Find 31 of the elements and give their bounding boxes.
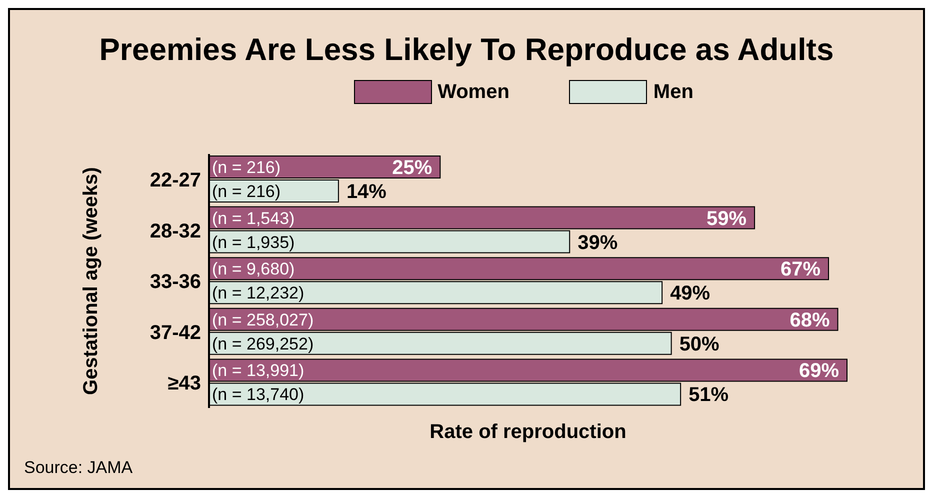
annotation: (n = 216) [212,158,281,177]
data-label: 59% [706,208,747,230]
data-label: 25% [392,157,432,179]
annotation: (n = 1,543) [212,208,295,228]
chart-title: Preemies Are Less Likely To Reproduce as Adults [98,32,835,68]
y-axis-title: Gestational age (weeks) [80,167,102,395]
y-tick-label: 37-42 [150,322,201,344]
annotation: (n = 12,232) [212,284,304,303]
data-label: 67% [780,258,821,281]
x-axis-title: Rate of reproduction [430,421,626,443]
data-label: 14% [346,181,387,203]
y-tick-label: 33-36 [150,271,201,294]
annotation: (n = 216) [212,182,281,201]
data-label: 49% [670,282,710,305]
annotation: (n = 258,027) [212,310,314,330]
data-label: 68% [790,309,830,332]
annotation: (n = 1,935) [212,232,295,252]
data-label: 50% [679,333,720,356]
data-label: 69% [798,360,840,382]
source-note: Source: JAMA [24,458,133,478]
legend-label: Women [438,80,510,104]
y-tick-label: 28-32 [150,220,201,242]
annotation: (n = 13,740) [212,385,304,404]
annotation: (n = 269,252) [212,334,314,354]
annotation: (n = 13,991) [212,361,304,380]
annotation: (n = 9,680) [212,260,295,279]
legend-label: Men [653,80,694,104]
y-tick-label: ≥43 [168,372,201,395]
data-label: 51% [688,384,729,406]
y-tick-label: 22-27 [150,170,201,192]
data-label: 39% [578,232,618,254]
